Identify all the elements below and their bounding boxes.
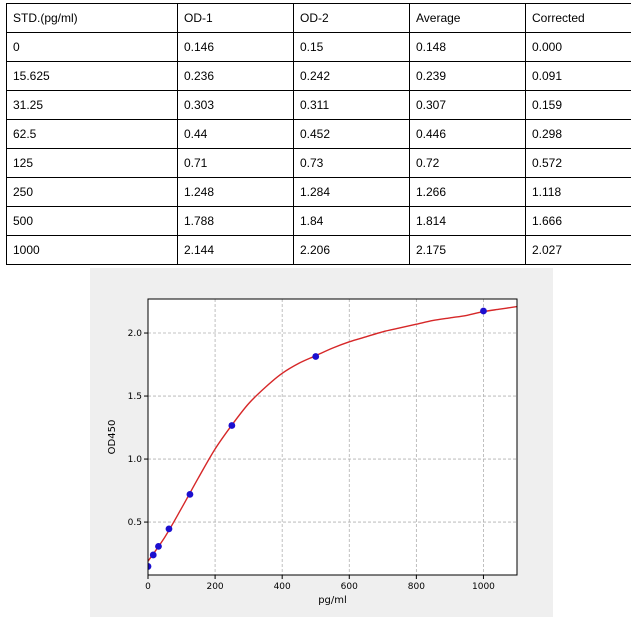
column-header: Average xyxy=(409,3,526,33)
data-point xyxy=(165,525,173,533)
table-cell: 0.44 xyxy=(177,119,294,149)
table-cell: 125 xyxy=(6,148,178,178)
column-header: OD-2 xyxy=(293,3,410,33)
table-row: 62.5 0.44 0.452 0.446 0.298 xyxy=(6,119,631,149)
table-row: 125 0.71 0.73 0.72 0.572 xyxy=(6,148,631,178)
table-cell: 250 xyxy=(6,177,178,207)
table-cell: 0.71 xyxy=(177,148,294,178)
table-cell: 1.118 xyxy=(525,177,631,207)
column-header: OD-1 xyxy=(177,3,294,33)
data-point xyxy=(480,307,487,315)
fit-curve xyxy=(148,305,517,562)
table-cell: 0.452 xyxy=(293,119,410,149)
data-point xyxy=(148,563,152,570)
table-cell: 1.666 xyxy=(525,206,631,236)
x-tick-label: 600 xyxy=(341,582,358,592)
table-cell: 1.814 xyxy=(409,206,526,236)
table-cell: 0.298 xyxy=(525,119,631,149)
table-row: 250 1.248 1.284 1.266 1.118 xyxy=(6,177,631,207)
table-header-row: STD.(pg/ml) OD-1 OD-2 Average Corrected xyxy=(6,3,631,33)
y-tick-label: 0.5 xyxy=(128,518,142,528)
chart-svg: 0 200 400 600 800 1000 0.5 1.0 1.5 2.0 pg/ml OD450 xyxy=(107,298,518,606)
data-point xyxy=(155,542,162,550)
data-point xyxy=(186,490,194,498)
y-tick-label: 2.0 xyxy=(128,329,143,339)
x-tick-label: 1000 xyxy=(472,582,495,592)
table-cell: 0 xyxy=(6,32,178,62)
data-point xyxy=(312,353,320,360)
table-cell: 0.242 xyxy=(293,61,410,91)
table-cell: 500 xyxy=(6,206,178,236)
table-cell: 1.248 xyxy=(177,177,294,207)
table-cell: 2.175 xyxy=(409,235,526,265)
table-row: 500 1.788 1.84 1.814 1.666 xyxy=(6,206,631,236)
table-cell: 0.000 xyxy=(525,32,631,62)
table-cell: 1.84 xyxy=(293,206,410,236)
table-cell: 0.572 xyxy=(525,148,631,178)
table-cell: 15.625 xyxy=(6,61,178,91)
table-cell: 1000 xyxy=(6,235,178,265)
x-tick-label: 800 xyxy=(408,582,425,592)
data-point xyxy=(228,422,236,429)
standard-table: STD.(pg/ml) OD-1 OD-2 Average Corrected 0 0.14… xyxy=(6,3,631,265)
table-cell: 0.72 xyxy=(409,148,526,178)
x-axis-label: pg/ml xyxy=(318,595,347,606)
y-axis-label: OD450 xyxy=(107,420,118,455)
table-cell: 0.146 xyxy=(177,32,294,62)
table-cell: 0.303 xyxy=(177,90,294,120)
x-tick-label: 200 xyxy=(206,582,223,592)
table-cell: 0.446 xyxy=(409,119,526,149)
table-cell: 0.091 xyxy=(525,61,631,91)
table-row: 1000 2.144 2.206 2.175 2.027 xyxy=(6,235,631,265)
table-cell: 0.236 xyxy=(177,61,294,91)
y-tick-label: 1.5 xyxy=(128,392,142,402)
table-cell: 31.25 xyxy=(6,90,178,120)
table-cell: 0.239 xyxy=(409,61,526,91)
table-cell: 0.15 xyxy=(293,32,410,62)
table-row: 31.25 0.303 0.311 0.307 0.159 xyxy=(6,90,631,120)
table-cell: 2.206 xyxy=(293,235,410,265)
standard-curve-chart: 0 200 400 600 800 1000 0.5 1.0 1.5 2.0 pg/ml OD450 xyxy=(90,268,553,617)
table-cell: 0.311 xyxy=(293,90,410,120)
table-cell: 1.788 xyxy=(177,206,294,236)
plot-area xyxy=(148,299,517,575)
table-cell: 62.5 xyxy=(6,119,178,149)
table-cell: 1.266 xyxy=(409,177,526,207)
x-tick-label: 400 xyxy=(274,582,291,592)
data-point xyxy=(149,551,157,559)
y-tick-label: 1.0 xyxy=(128,455,143,465)
column-header: Corrected xyxy=(525,3,631,33)
column-header: STD.(pg/ml) xyxy=(6,3,178,33)
table-row: 15.625 0.236 0.242 0.239 0.091 xyxy=(6,61,631,91)
table-row: 0 0.146 0.15 0.148 0.000 xyxy=(6,32,631,62)
table-cell: 0.73 xyxy=(293,148,410,178)
table-cell: 0.148 xyxy=(409,32,526,62)
table-cell: 2.144 xyxy=(177,235,294,265)
x-tick-label: 0 xyxy=(145,582,151,592)
table-cell: 2.027 xyxy=(525,235,631,265)
table-cell: 0.159 xyxy=(525,90,631,120)
plot-frame xyxy=(147,298,518,576)
table-cell: 1.284 xyxy=(293,177,410,207)
table-cell: 0.307 xyxy=(409,90,526,120)
